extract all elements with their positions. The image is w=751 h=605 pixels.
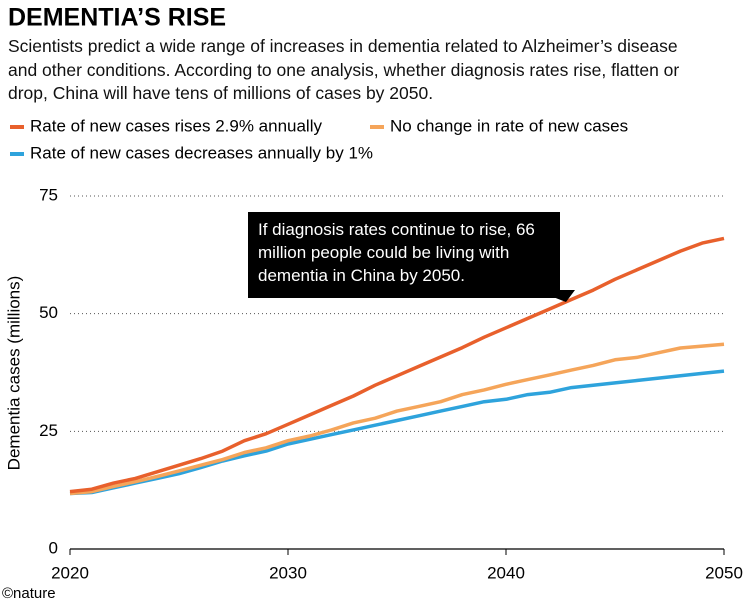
y-tick-label: 25 xyxy=(39,421,58,440)
y-tick-label: 75 xyxy=(39,185,58,204)
y-tick-label: 50 xyxy=(39,303,58,322)
x-tick-label: 2040 xyxy=(487,563,525,582)
x-tick-label: 2020 xyxy=(51,563,89,582)
source: ©nature xyxy=(2,585,56,602)
series-line xyxy=(69,369,725,496)
legend-label: No change in rate of new cases xyxy=(390,116,628,135)
series-line xyxy=(69,342,725,496)
legend-label: Rate of new cases decreases annually by … xyxy=(30,143,373,162)
subtitle: Scientists predict a wide range of incre… xyxy=(8,36,680,103)
chart-title: DEMENTIA’S RISE xyxy=(8,4,226,32)
annotation: If diagnosis rates continue to rise, 66 … xyxy=(248,212,560,298)
x-tick-label: 2030 xyxy=(269,563,307,582)
x-tick-label: 2050 xyxy=(705,563,743,582)
y-tick-label: 0 xyxy=(49,538,58,557)
series-line xyxy=(69,236,725,494)
y-axis-label: Dementia cases (millions) xyxy=(4,276,23,471)
legend-label: Rate of new cases rises 2.9% annually xyxy=(30,116,322,135)
